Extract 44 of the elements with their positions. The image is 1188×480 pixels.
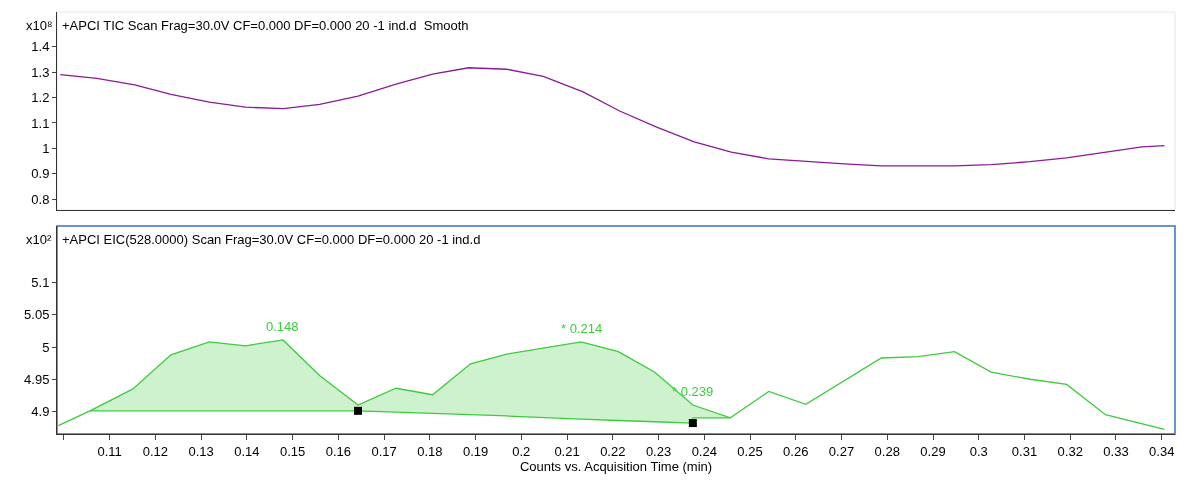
y-axis-title: x10² bbox=[26, 232, 52, 247]
x-tick-label: 0.21 bbox=[554, 443, 580, 459]
x-tick-label: 0.25 bbox=[737, 443, 763, 459]
y-tick-label: 4.95 bbox=[24, 371, 50, 387]
x-tick-label: 0.19 bbox=[462, 443, 489, 459]
y-axis-title: x10⁸ bbox=[26, 18, 53, 33]
x-tick-label: 0.34 bbox=[1149, 443, 1175, 459]
x-tick-label: 0.28 bbox=[874, 443, 900, 459]
x-tick-label: 0.13 bbox=[188, 443, 214, 459]
y-tick-label: 4.9 bbox=[31, 404, 50, 420]
y-tick-label: 1 bbox=[42, 140, 50, 156]
x-tick-label: 0.22 bbox=[600, 443, 626, 459]
x-tick-label: 0.14 bbox=[234, 443, 260, 459]
y-tick-label: 0.9 bbox=[31, 166, 50, 182]
x-tick-label: 0.3 bbox=[969, 443, 988, 459]
x-tick-label: 0.16 bbox=[325, 443, 351, 459]
text: +APCI EIC(528.0000) Scan Frag=30.0V CF=0.000 DF=0.000 20 -1 ind.d bbox=[62, 232, 481, 247]
x-tick-label: 0.26 bbox=[783, 443, 809, 459]
x-tick-label: 0.11 bbox=[97, 443, 122, 459]
y-tick-label: 1.1 bbox=[31, 115, 50, 131]
x-tick-label: 0.29 bbox=[920, 443, 946, 459]
y-tick-label: 5.05 bbox=[24, 307, 50, 323]
x-tick-label: 0.33 bbox=[1103, 443, 1129, 459]
x-tick-label: 0.12 bbox=[142, 443, 169, 459]
annotation: * 0.239 bbox=[672, 384, 714, 399]
y-tick-label: 0.8 bbox=[31, 191, 50, 207]
y-tick-label: 1.4 bbox=[31, 39, 50, 55]
y-tick-label: 5.1 bbox=[31, 275, 50, 291]
text: +APCI TIC Scan Frag=30.0V CF=0.000 DF=0.000 20 -1 ind.d Smooth bbox=[62, 18, 469, 33]
x-axis-title: Counts vs. Acquisition Time (min) bbox=[519, 459, 713, 475]
y-tick-label: 1.3 bbox=[31, 64, 50, 80]
x-tick-label: 0.17 bbox=[371, 443, 397, 459]
x-tick-label: 0.31 bbox=[1011, 443, 1038, 459]
annotation: 0.148 bbox=[266, 319, 299, 334]
x-tick-label: 0.27 bbox=[828, 443, 855, 459]
annotation: * 0.214 bbox=[561, 321, 603, 336]
y-tick-label: 5 bbox=[42, 339, 50, 355]
x-tick-label: 0.2 bbox=[512, 443, 531, 459]
x-tick-label: 0.18 bbox=[417, 443, 443, 459]
y-tick-label: 1.2 bbox=[31, 90, 50, 106]
x-tick-label: 0.24 bbox=[691, 443, 717, 459]
x-tick-label: 0.15 bbox=[279, 443, 306, 459]
x-tick-label: 0.32 bbox=[1057, 443, 1083, 459]
x-tick-label: 0.23 bbox=[645, 443, 672, 459]
